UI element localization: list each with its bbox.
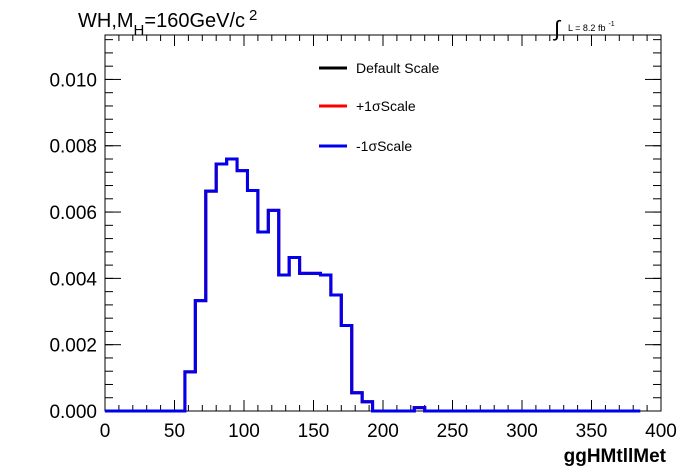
plot-frame — [104, 34, 662, 412]
x-tick-label: 400 — [645, 421, 677, 442]
title-main: WH,M — [78, 10, 134, 32]
lumi-superscript: -1 — [608, 21, 614, 28]
series-group — [105, 157, 641, 413]
y-tick-label: 0.008 — [49, 137, 97, 158]
x-tick-label: 150 — [298, 421, 330, 442]
axis-ticks — [104, 35, 662, 412]
title-superscript: 2 — [249, 7, 257, 24]
x-tick-label: 350 — [576, 421, 608, 442]
y-tick-labels: 0.000 0.002 0.004 0.006 0.008 0.010 — [49, 70, 97, 423]
x-tick-label: 50 — [164, 421, 185, 442]
lumi-integral: ∫ — [552, 16, 562, 41]
x-tick-label: 300 — [506, 421, 538, 442]
y-tick-label: 0.000 — [49, 402, 97, 423]
y-tick-label: 0.010 — [49, 70, 97, 91]
y-tick-label: 0.004 — [49, 269, 97, 290]
legend-label-plus1sigma: +1σScale — [356, 98, 416, 114]
legend-label-minus1sigma: -1σScale — [356, 138, 412, 154]
x-axis-label: ggHMtllMet — [564, 446, 667, 467]
legend: Default Scale +1σScale -1σScale — [319, 60, 439, 154]
legend-label-default: Default Scale — [356, 60, 439, 76]
lumi-label: L = 8.2 fb -1 — [568, 21, 615, 33]
chart-title: WH,MH=160GeV/c 2 — [78, 7, 257, 39]
title-rest: =160GeV/c — [144, 10, 245, 32]
y-tick-label: 0.006 — [49, 203, 97, 224]
lumi-text: L = 8.2 fb — [568, 23, 605, 33]
x-tick-label: 250 — [437, 421, 469, 442]
x-tick-label: 200 — [367, 421, 399, 442]
title-subscript: H — [134, 22, 145, 39]
x-tick-labels: 0 50 100 150 200 250 300 350 400 — [100, 421, 677, 442]
x-tick-label: 0 — [100, 421, 111, 442]
x-tick-label: 100 — [228, 421, 260, 442]
y-tick-label: 0.002 — [49, 336, 97, 357]
series-line-2 — [105, 157, 641, 413]
